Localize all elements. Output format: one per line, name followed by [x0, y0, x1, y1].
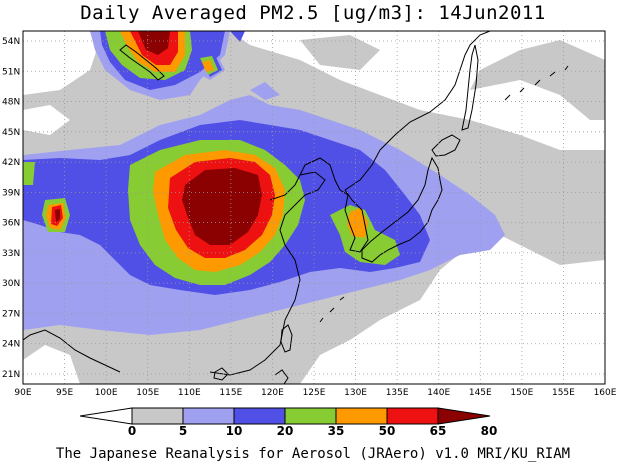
colorbar-segment — [182, 407, 235, 425]
lat-tick-label: 39N — [2, 188, 20, 198]
colorbar-segment — [284, 407, 337, 425]
colorbar-segment — [233, 407, 286, 425]
lat-tick-label: 33N — [2, 249, 20, 259]
colorbar-label: 5 — [179, 424, 187, 438]
lon-tick-label: 100E — [95, 388, 118, 398]
colorbar-segment — [335, 407, 388, 425]
lon-tick-label: 140E — [427, 388, 450, 398]
colorbar-label: 35 — [328, 424, 345, 438]
lat-tick-label: 54N — [2, 37, 20, 47]
lon-tick-label: 90E — [14, 388, 31, 398]
lon-tick-label: 125E — [303, 388, 326, 398]
lon-tick-label: 120E — [261, 388, 284, 398]
lat-tick-label: 51N — [2, 67, 20, 77]
lon-tick-label: 130E — [344, 388, 367, 398]
colorbar-label: 65 — [430, 424, 447, 438]
grid-lines — [23, 31, 605, 384]
contour-above-80 — [55, 31, 262, 245]
coastlines — [23, 31, 569, 384]
latitude-labels: 54N 51N 48N 45N 42N 39N 36N 33N 30N 27N 24N 21N — [2, 37, 20, 380]
colorbar-label: 10 — [226, 424, 243, 438]
lon-tick-label: 160E — [594, 388, 617, 398]
lon-tick-label: 145E — [469, 388, 492, 398]
colorbar-segment — [131, 407, 184, 425]
colorbar-segment — [79, 407, 133, 425]
map-frame — [22, 30, 606, 385]
lon-tick-label: 95E — [56, 388, 73, 398]
contour-below-5 — [23, 31, 605, 384]
lon-tick-label: 155E — [552, 388, 575, 398]
lon-tick-label: 135E — [386, 388, 409, 398]
colorbar-segment — [386, 407, 439, 425]
lat-tick-label: 30N — [2, 279, 20, 289]
lat-tick-label: 24N — [2, 340, 20, 350]
footer-credit: The Japanese Reanalysis for Aerosol (JRA… — [55, 446, 571, 462]
lon-tick-label: 150E — [510, 388, 533, 398]
map-title: Daily Averaged PM2.5 [ug/m3]: 14Jun2011 — [80, 2, 546, 24]
colorbar-segment — [437, 407, 491, 425]
longitude-labels: 90E 95E 100E 105E 110E 115E 120E 125E 130E 135E 14… — [14, 388, 616, 398]
lon-tick-label: 110E — [178, 388, 201, 398]
lat-tick-label: 45N — [2, 128, 20, 138]
colorbar-label: 50 — [379, 424, 396, 438]
colorbar: 0 5 10 20 35 50 65 80 — [79, 407, 498, 438]
colorbar-label: 20 — [277, 424, 294, 438]
colorbar-label: 0 — [128, 424, 136, 438]
lon-tick-label: 115E — [219, 388, 242, 398]
lat-tick-label: 42N — [2, 158, 20, 168]
lon-tick-label: 105E — [136, 388, 159, 398]
lat-tick-label: 36N — [2, 219, 20, 229]
lat-tick-label: 27N — [2, 309, 20, 319]
lat-tick-label: 21N — [2, 370, 20, 380]
lat-tick-label: 48N — [2, 98, 20, 108]
colorbar-label: 80 — [481, 424, 498, 438]
